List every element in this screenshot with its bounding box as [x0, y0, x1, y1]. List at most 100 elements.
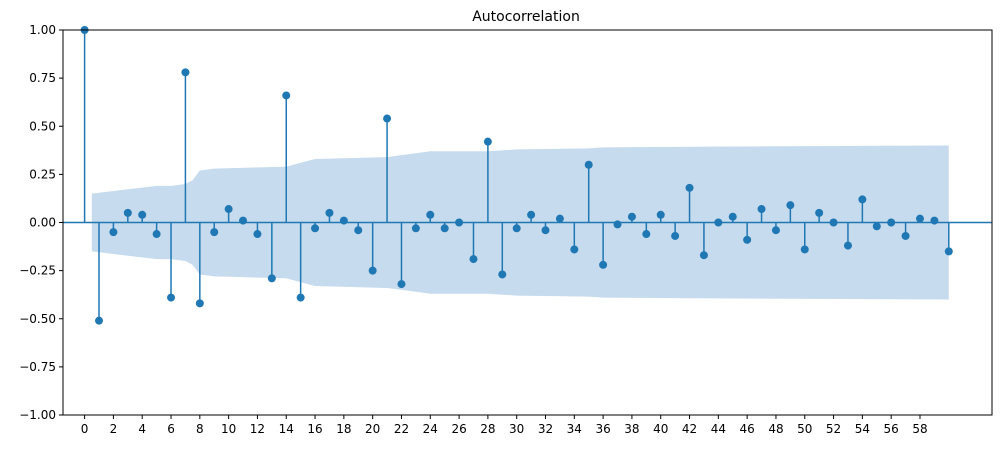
stem-marker-lag-4 [138, 210, 147, 219]
stem-marker-lag-50 [800, 245, 809, 254]
x-tick-label: 24 [423, 422, 438, 436]
y-tick-label: 0.25 [29, 167, 56, 181]
x-tick-label: 16 [307, 422, 322, 436]
y-tick-label: 0.75 [29, 71, 56, 85]
x-tick-label: 32 [538, 422, 553, 436]
x-tick-label: 34 [567, 422, 582, 436]
x-tick-label: 18 [336, 422, 351, 436]
stem-marker-lag-60 [944, 247, 953, 256]
x-tick-label: 56 [884, 422, 899, 436]
x-tick-label: 40 [653, 422, 668, 436]
stem-marker-lag-53 [843, 241, 852, 250]
y-tick-label: −0.25 [19, 264, 56, 278]
stem-marker-lag-47 [757, 205, 766, 214]
stem-marker-lag-32 [541, 226, 550, 235]
stem-marker-lag-15 [296, 293, 305, 302]
x-tick-label: 38 [624, 422, 639, 436]
stem-marker-lag-24 [426, 210, 435, 219]
x-tick-label: 20 [365, 422, 380, 436]
stem-marker-lag-29 [498, 270, 507, 279]
plot-area [63, 26, 992, 325]
stem-marker-lag-23 [411, 224, 420, 233]
stem-marker-lag-51 [815, 208, 824, 217]
x-tick-label: 50 [797, 422, 812, 436]
x-tick-label: 14 [279, 422, 294, 436]
stem-marker-lag-10 [224, 205, 233, 214]
x-tick-label: 28 [480, 422, 495, 436]
stem-marker-lag-43 [699, 251, 708, 260]
x-tick-label: 44 [711, 422, 726, 436]
x-tick-label: 48 [768, 422, 783, 436]
stem-marker-lag-33 [555, 214, 564, 223]
stem-marker-lag-26 [455, 218, 464, 227]
x-tick-label: 54 [855, 422, 870, 436]
x-tick-label: 8 [196, 422, 204, 436]
y-tick-label: 1.00 [29, 23, 56, 37]
stem-marker-lag-44 [714, 218, 723, 227]
stem-marker-lag-46 [743, 235, 752, 244]
stem-marker-lag-39 [642, 230, 651, 239]
stem-marker-lag-21 [383, 114, 392, 123]
x-tick-label: 42 [682, 422, 697, 436]
x-tick-label: 4 [138, 422, 146, 436]
stem-marker-lag-55 [872, 222, 881, 231]
stem-marker-lag-31 [527, 210, 536, 219]
stem-marker-lag-13 [267, 274, 276, 283]
stem-marker-lag-34 [570, 245, 579, 254]
x-tick-label: 58 [912, 422, 927, 436]
x-tick-label: 30 [509, 422, 524, 436]
x-tick-label: 52 [826, 422, 841, 436]
x-tick-label: 26 [451, 422, 466, 436]
x-tick-label: 2 [110, 422, 118, 436]
y-tick-label: −1.00 [19, 408, 56, 422]
stem-marker-lag-41 [671, 231, 680, 240]
stem-marker-lag-35 [584, 160, 593, 169]
stem-marker-lag-14 [282, 91, 291, 100]
stem-marker-lag-22 [397, 280, 406, 289]
y-tick-label: −0.75 [19, 360, 56, 374]
stem-marker-lag-45 [728, 212, 737, 221]
stem-marker-lag-36 [599, 260, 608, 269]
stem-marker-lag-49 [786, 201, 795, 210]
stem-marker-lag-3 [123, 208, 132, 217]
stem-marker-lag-11 [239, 216, 248, 225]
stem-marker-lag-40 [656, 210, 665, 219]
stem-marker-lag-25 [440, 224, 449, 233]
x-tick-label: 10 [221, 422, 236, 436]
stem-marker-lag-19 [354, 226, 363, 235]
stem-marker-lag-54 [858, 195, 867, 204]
x-tick-label: 36 [595, 422, 610, 436]
stem-marker-lag-9 [210, 228, 219, 237]
stem-marker-lag-28 [483, 137, 492, 146]
x-tick-label: 12 [250, 422, 265, 436]
stem-marker-lag-7 [181, 68, 190, 77]
stem-marker-lag-56 [887, 218, 896, 227]
stem-marker-lag-58 [915, 214, 924, 223]
y-tick-label: −0.50 [19, 312, 56, 326]
stem-marker-lag-38 [627, 212, 636, 221]
stem-marker-lag-18 [339, 216, 348, 225]
stem-marker-lag-16 [311, 224, 320, 233]
y-tick-label: 0.50 [29, 119, 56, 133]
stem-marker-lag-59 [930, 216, 939, 225]
stem-marker-lag-37 [613, 220, 622, 229]
x-tick-label: 22 [394, 422, 409, 436]
stem-marker-lag-30 [512, 224, 521, 233]
stem-marker-lag-6 [167, 293, 176, 302]
y-tick-label: 0.00 [29, 216, 56, 230]
stem-marker-lag-2 [109, 228, 118, 237]
stem-marker-lag-17 [325, 208, 334, 217]
stem-marker-lag-57 [901, 231, 910, 240]
axes: 0 2 4 6 8 10 12 14 16 18 20 22 24 26 28 30 32 34 36 38 40 42 4… [19, 23, 927, 436]
stem-marker-lag-42 [685, 183, 694, 192]
stem-marker-lag-20 [368, 266, 377, 275]
stem-marker-lag-1 [95, 316, 104, 325]
x-tick-label: 46 [740, 422, 755, 436]
x-tick-label: 6 [167, 422, 175, 436]
stem-marker-lag-48 [771, 226, 780, 235]
x-tick-label: 0 [81, 422, 89, 436]
stem-marker-lag-12 [253, 230, 262, 239]
stem-marker-lag-8 [195, 299, 204, 308]
stem-marker-lag-27 [469, 255, 478, 264]
